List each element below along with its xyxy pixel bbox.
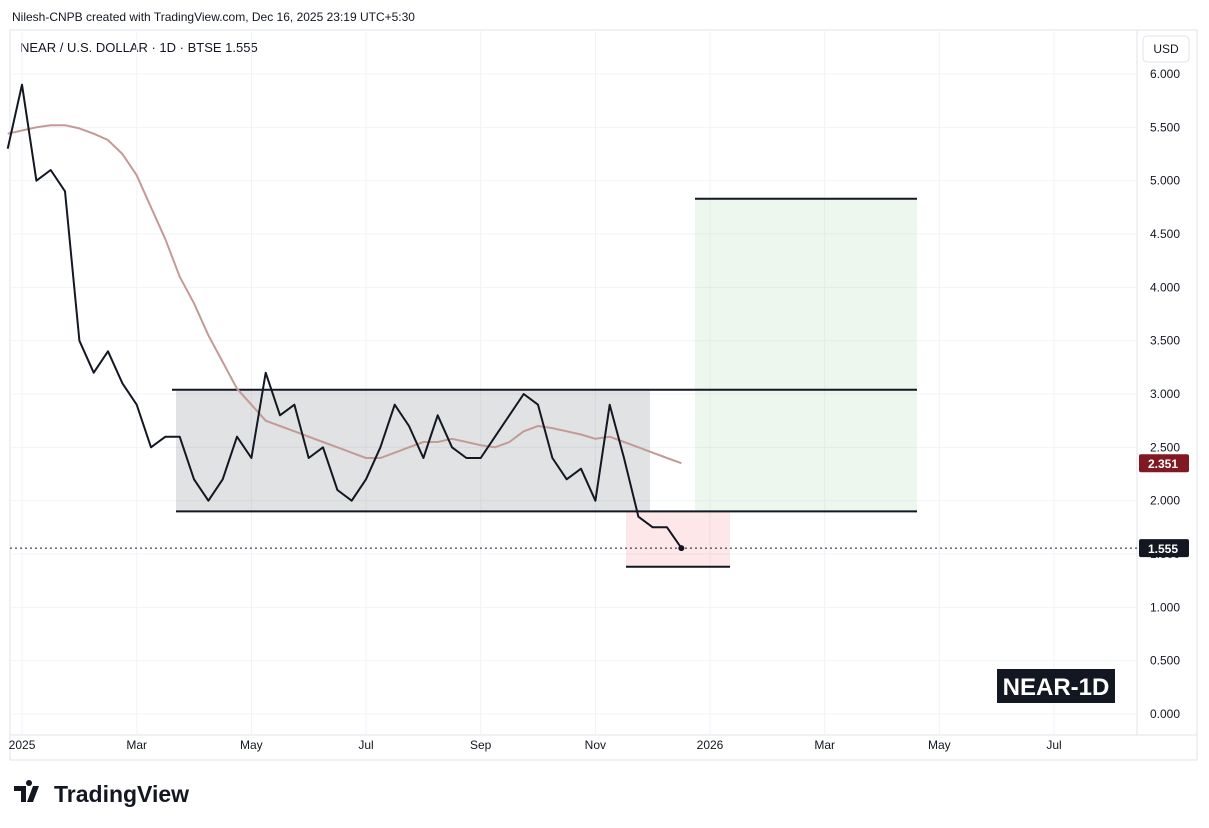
plot: [6, 30, 1137, 735]
y-tick-label: 5.500: [1150, 120, 1180, 134]
watermark-box: [997, 669, 1115, 703]
header: Nilesh-CNPB created with TradingView.com…: [12, 10, 415, 24]
y-tick-label: 1.000: [1150, 600, 1180, 614]
y-tick-label: 4.000: [1150, 280, 1180, 294]
y-tick-label: 6.000: [1150, 67, 1180, 81]
logo: TradingView: [14, 779, 189, 807]
y-tick-label: 2.000: [1150, 494, 1180, 508]
y-tick-label: 4.500: [1150, 227, 1180, 241]
price-line: [6, 83, 683, 549]
x-tick-label: May: [240, 738, 263, 752]
last-price-dot: [678, 545, 685, 552]
x-tick-label: Mar: [126, 738, 147, 752]
x-tick-label: 2026: [697, 738, 724, 752]
y-tick-label: 0.500: [1150, 654, 1180, 668]
x-tick-label: May: [928, 738, 951, 752]
x-tick-label: Jul: [1046, 738, 1061, 752]
watermark: NEAR-1D: [1003, 674, 1110, 701]
frame: [9, 29, 1198, 761]
price-label-box: [1139, 454, 1189, 473]
logo-icon: [14, 779, 39, 802]
y-tick-label: 2.500: [1150, 440, 1180, 454]
price-label: 1.555: [1148, 542, 1178, 556]
price-label: 2.351: [1148, 457, 1178, 471]
y-tick-label: 5.000: [1150, 174, 1180, 188]
x-tick-label: Nov: [585, 738, 606, 752]
x-tick-label: Jul: [358, 738, 373, 752]
x-tick-label: Sep: [470, 738, 492, 752]
x-tick-label: 2025: [9, 738, 36, 752]
currency-button[interactable]: [1142, 35, 1190, 63]
y-tick-label: 3.000: [1150, 387, 1180, 401]
target-zone: [695, 198, 917, 512]
moving-average-line: [7, 124, 682, 465]
y-tick-label: 0.000: [1150, 707, 1180, 721]
price-label-box: [1139, 539, 1189, 558]
x-tick-label: Mar: [814, 738, 835, 752]
y-tick-label: 3.500: [1150, 334, 1180, 348]
currency: USD: [1153, 42, 1179, 56]
chart-title: NEAR / U.S. DOLLAR · 1D · BTSE 1.555: [20, 40, 258, 55]
brand: TradingView: [54, 781, 189, 807]
